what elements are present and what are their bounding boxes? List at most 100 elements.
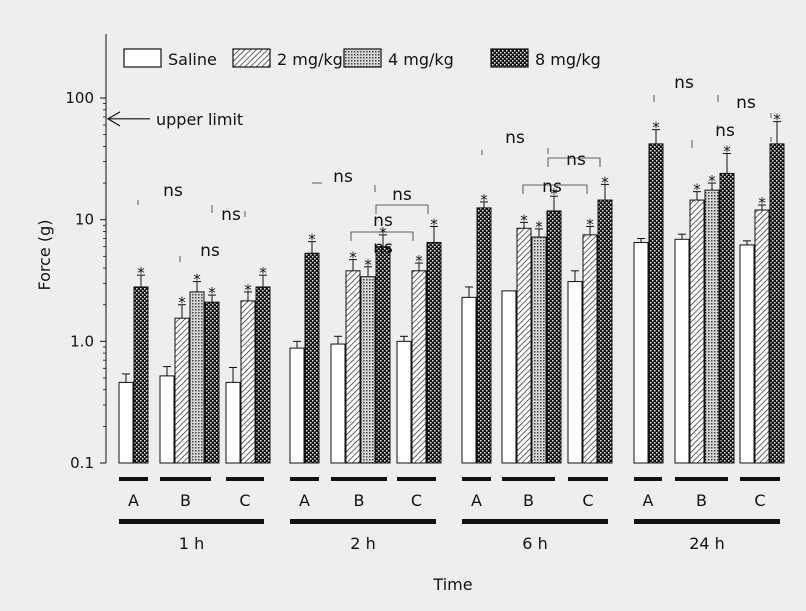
significance-marker: * — [550, 185, 558, 203]
group-underline — [502, 477, 555, 481]
time-label: 1 h — [179, 534, 204, 553]
significance-marker: * — [364, 256, 372, 274]
group-underline — [634, 477, 662, 481]
significance-marker: * — [349, 249, 357, 267]
time-label: 24 h — [689, 534, 725, 553]
group-label: B — [354, 491, 365, 510]
group-underline — [290, 477, 319, 481]
legend-swatch — [343, 48, 382, 68]
bar — [648, 143, 664, 464]
bar — [133, 286, 149, 464]
significance-marker: * — [773, 111, 781, 129]
group-underline — [226, 477, 264, 481]
ns-label: ns — [674, 73, 694, 93]
significance-marker: * — [601, 173, 609, 191]
legend-swatch — [490, 48, 529, 68]
bars — [118, 121, 785, 464]
significance-marker: * — [520, 211, 528, 229]
group-underline — [675, 477, 728, 481]
bar — [396, 340, 412, 464]
legend-entry: 4 mg/kg — [388, 50, 454, 69]
significance-marker: * — [244, 281, 252, 299]
bar — [411, 270, 427, 464]
legend-swatch — [123, 48, 162, 68]
ns-label: ns — [505, 128, 525, 148]
y-tick-label: 10 — [75, 211, 94, 229]
annotations: upper limit**** **** ****** ****** ****nsnsn… — [106, 73, 781, 312]
ns-label: ns — [163, 181, 183, 201]
significance-marker: * — [535, 218, 543, 236]
comparison-bracket — [547, 157, 601, 167]
x-axis-label: Time — [432, 575, 472, 594]
bar — [719, 172, 735, 464]
bar — [255, 286, 271, 464]
bar — [754, 209, 770, 464]
ns-label: ns — [373, 238, 393, 258]
ns-label: ns — [373, 211, 393, 231]
significance-marker: * — [430, 215, 438, 233]
group-label: A — [128, 491, 139, 510]
bar — [582, 234, 598, 464]
bar — [674, 238, 690, 464]
group-underline — [331, 477, 387, 481]
group-label: A — [299, 491, 310, 510]
bar — [426, 241, 442, 464]
group-label: B — [523, 491, 534, 510]
bar — [689, 199, 705, 464]
bar — [769, 143, 785, 464]
bar — [204, 301, 220, 464]
bar — [461, 296, 477, 464]
bar — [189, 291, 205, 464]
comparison-bracket — [375, 204, 429, 214]
significance-marker: * — [480, 191, 488, 209]
bar — [531, 236, 547, 464]
group-label: A — [643, 491, 654, 510]
bar — [330, 343, 346, 464]
y-tick-label: 0.1 — [70, 454, 94, 472]
upper-limit-label: upper limit — [156, 110, 243, 129]
bar — [546, 210, 562, 464]
bar — [360, 276, 376, 464]
y-tick-label: 100 — [65, 89, 94, 107]
bar — [501, 290, 517, 464]
bar — [240, 300, 256, 464]
ns-label: ns — [736, 93, 756, 113]
time-label: 6 h — [522, 534, 547, 553]
ns-label: ns — [392, 185, 412, 205]
group-underline — [160, 477, 211, 481]
bar — [304, 252, 320, 464]
bar — [476, 207, 492, 464]
bar — [633, 241, 649, 464]
y-axis-label: Force (g) — [35, 219, 54, 290]
bar — [345, 270, 361, 464]
significance-marker: * — [415, 252, 423, 270]
bar — [739, 244, 755, 464]
group-underline — [568, 477, 608, 481]
significance-marker: * — [308, 231, 316, 249]
legend-swatch — [232, 48, 271, 68]
ns-label: ns — [221, 205, 241, 225]
bar — [704, 189, 720, 464]
significance-marker: * — [208, 284, 216, 302]
time-underline — [634, 519, 780, 524]
comparison-bracket — [522, 184, 588, 194]
ns-label: ns — [200, 241, 220, 261]
group-label: B — [696, 491, 707, 510]
time-underline — [462, 519, 608, 524]
bar — [225, 381, 241, 464]
group-underline — [397, 477, 436, 481]
legend: Saline 2 mg/kg 4 mg/kg 8 mg/kg — [123, 48, 601, 69]
bar — [118, 381, 134, 464]
group-label: C — [411, 491, 422, 510]
group-label: C — [239, 491, 250, 510]
significance-marker: * — [178, 294, 186, 312]
significance-marker: * — [708, 172, 716, 190]
group-label: C — [754, 491, 765, 510]
comparison-bracket — [350, 231, 414, 241]
y-tick-label: 1.0 — [70, 332, 94, 350]
bar — [516, 227, 532, 464]
group-label: A — [471, 491, 482, 510]
ns-label: ns — [542, 177, 562, 197]
significance-marker: * — [693, 181, 701, 199]
